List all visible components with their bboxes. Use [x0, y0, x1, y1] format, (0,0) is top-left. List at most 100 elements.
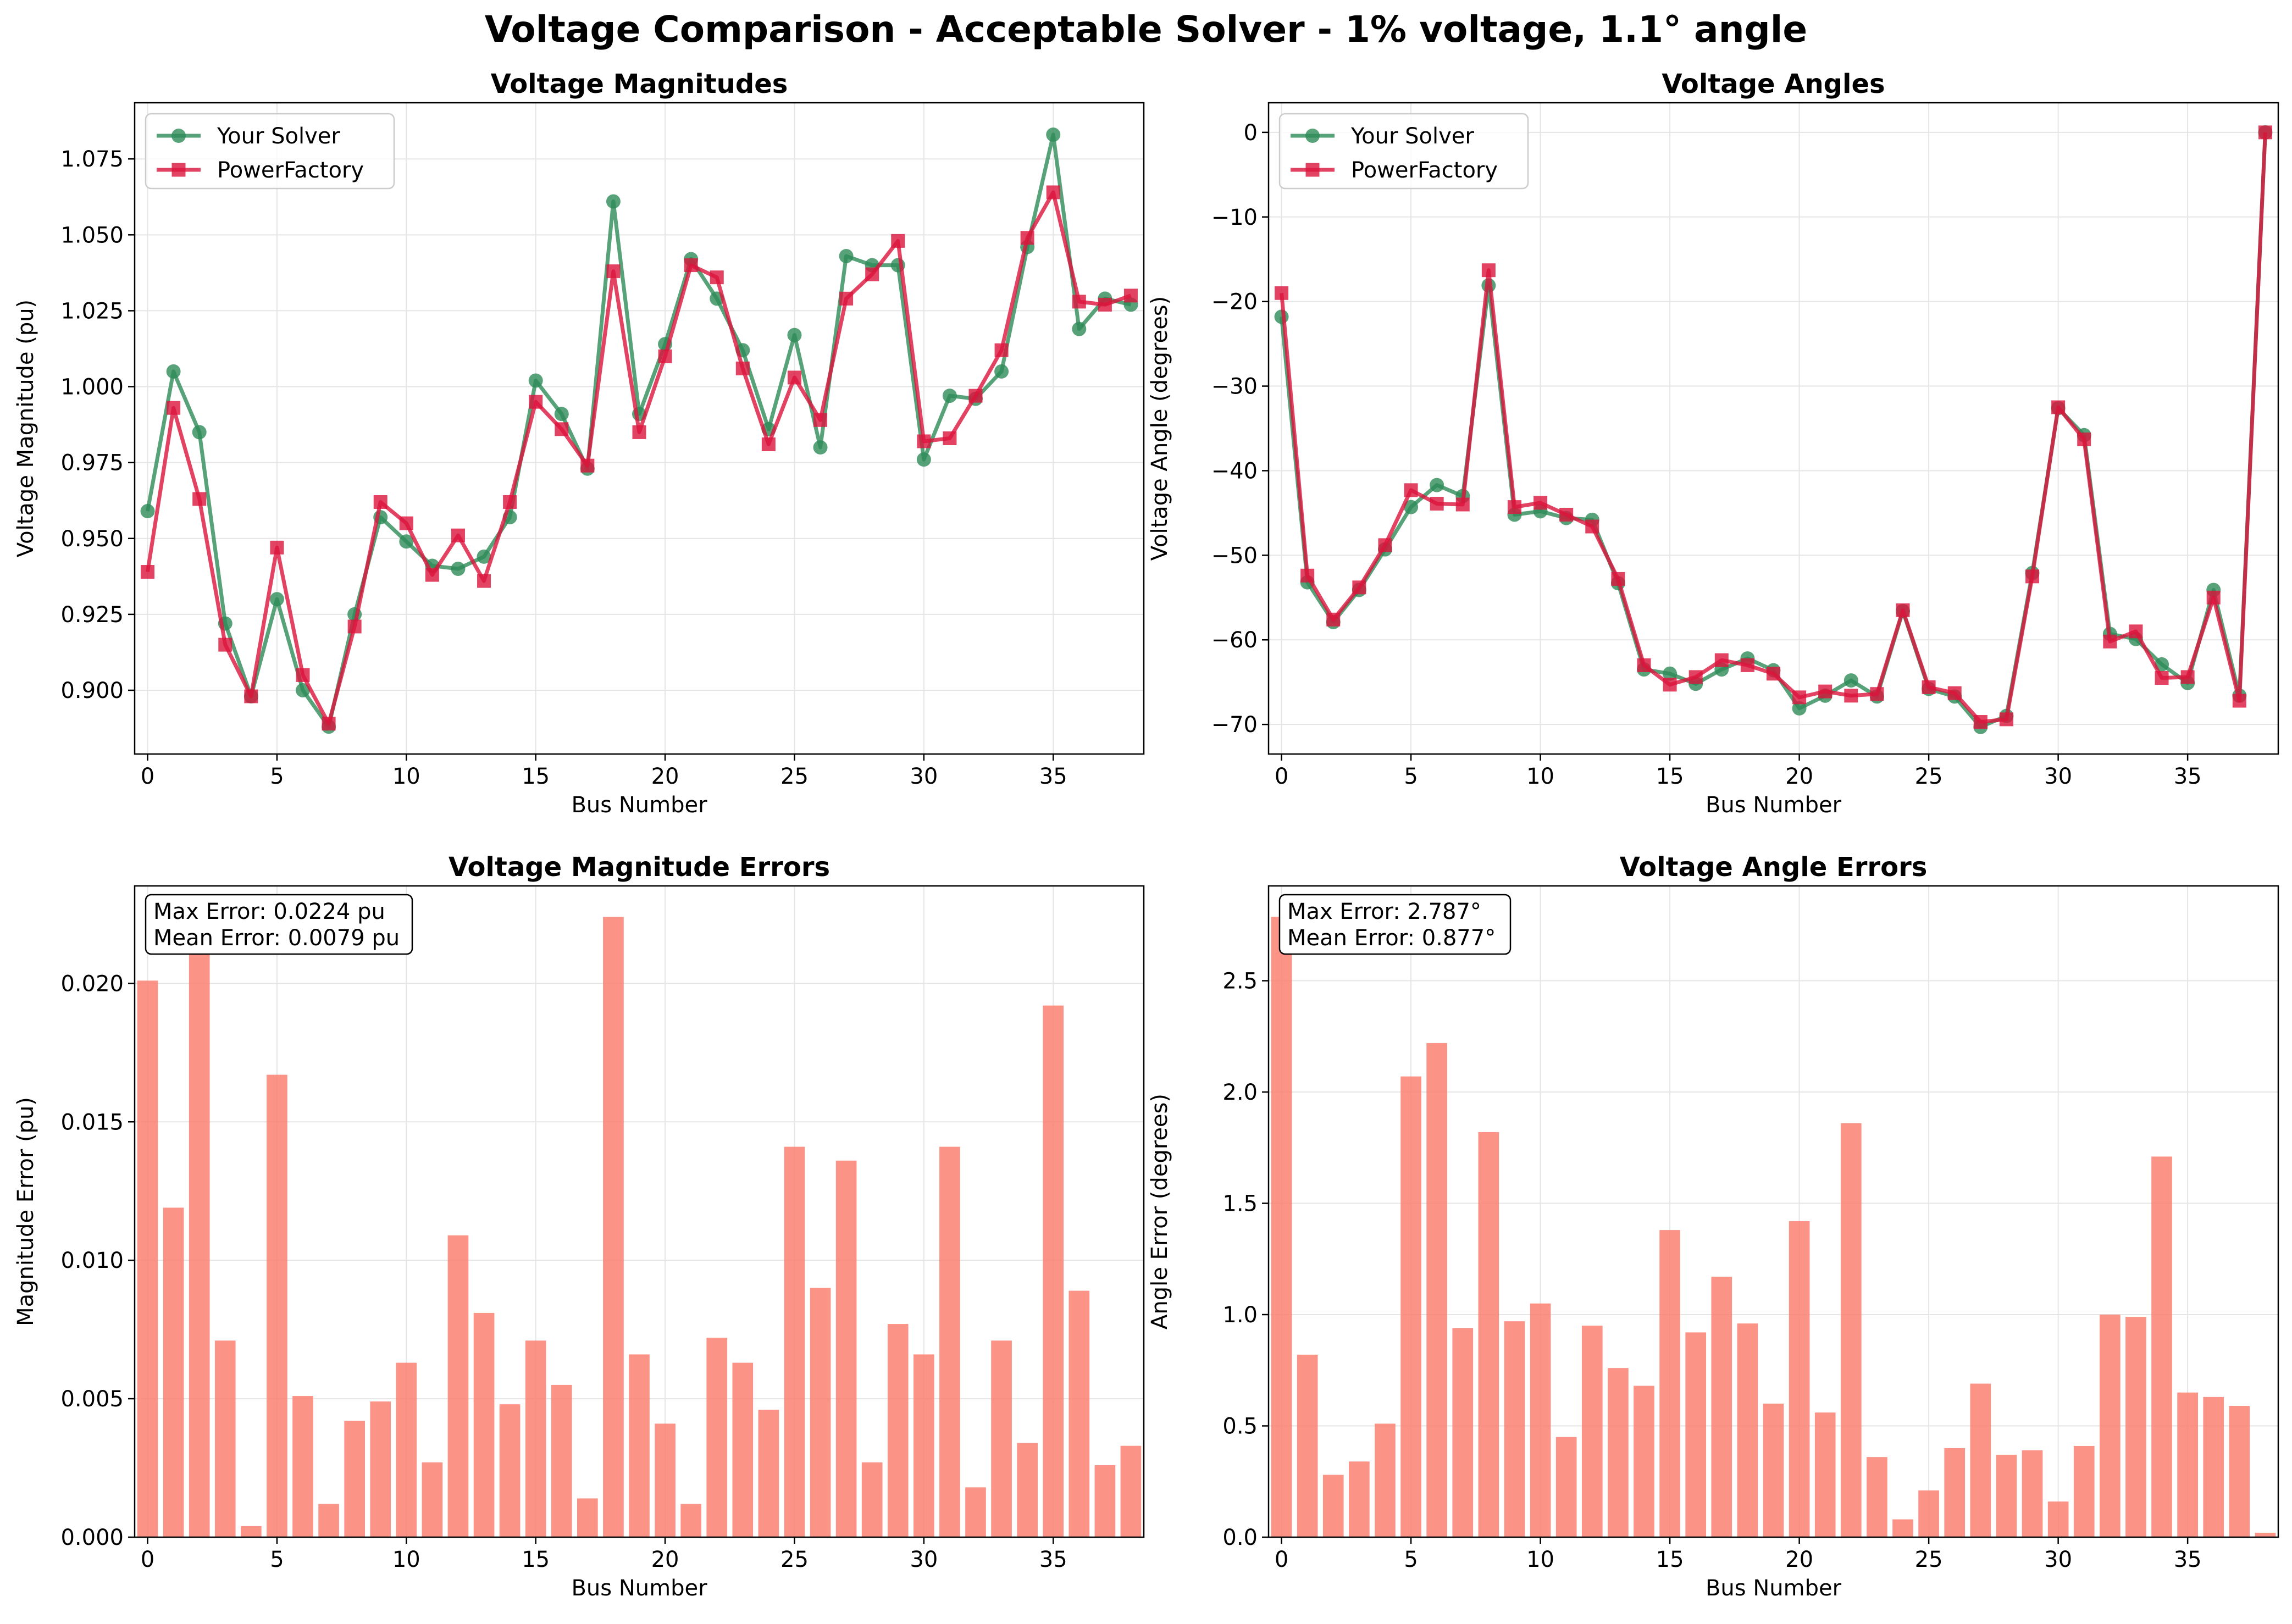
- data-point: [787, 370, 801, 385]
- x-tick-label: 30: [2044, 764, 2072, 789]
- axes-frame: [1267, 885, 2279, 1538]
- data-point: [166, 364, 181, 379]
- error-bar: [2047, 1501, 2069, 1537]
- y-tick-label: 0.975: [60, 451, 124, 476]
- data-point: [399, 516, 413, 530]
- y-axis-label: Magnitude Error (pu): [13, 1097, 38, 1326]
- error-bar: [810, 1288, 831, 1537]
- panels: 0 5 10 15 20 25 30 350.9000.9250.9500.9751.0001…: [13, 69, 2279, 1601]
- x-tick-label: 30: [2044, 1547, 2072, 1572]
- data-point: [994, 343, 1009, 357]
- data-point: [140, 504, 155, 519]
- y-tick-label: 1.5: [1222, 1191, 1258, 1217]
- error-bar: [525, 1340, 546, 1537]
- data-point: [1688, 670, 1703, 684]
- data-point: [451, 562, 466, 577]
- stats-box-frame: [145, 894, 413, 955]
- error-bar: [1094, 1465, 1116, 1537]
- data-point: [1663, 678, 1677, 692]
- data-point: [1637, 658, 1651, 672]
- y-tick-label: −70: [1211, 712, 1258, 738]
- legend: Your Solver PowerFactory: [1278, 113, 1529, 190]
- data-point: [347, 619, 362, 634]
- x-axis-label: Bus Number: [1706, 792, 1842, 818]
- error-bar: [344, 1421, 365, 1537]
- panel-angle_errors: 0 5 10 15 20 25 30 35 0.0 0.5 1.0 1.5 2.0 2.5 Voltage …: [1147, 852, 2279, 1601]
- y-tick-label: 0: [1244, 120, 1258, 146]
- data-point: [942, 389, 957, 403]
- legend-box: [145, 113, 395, 190]
- data-point: [555, 422, 569, 436]
- x-tick-label: 35: [1039, 1547, 1067, 1572]
- data-point: [632, 425, 646, 439]
- x-tick-label: 30: [910, 764, 938, 789]
- x-tick-label: 20: [1785, 1547, 1813, 1572]
- data-point: [1455, 497, 1470, 512]
- plot-area: [1269, 103, 2278, 754]
- error-bar: [137, 980, 158, 1537]
- data-point: [218, 638, 232, 652]
- data-point: [813, 440, 828, 455]
- error-bar: [784, 1146, 805, 1537]
- data-point: [1481, 263, 1496, 278]
- data-point: [1767, 667, 1780, 681]
- panel-title: Voltage Magnitudes: [491, 69, 788, 99]
- error-bar: [1763, 1404, 1784, 1537]
- data-point: [1326, 612, 1341, 627]
- panel-angles: 0 5 10 15 20 25 30 35 −70 −60 −50 −40 −30 −20 −10 0 Volt…: [1147, 69, 2279, 818]
- x-tick-label: 10: [1526, 1547, 1554, 1572]
- data-point: [1947, 686, 1962, 700]
- y-tick-label: 0.005: [60, 1387, 124, 1412]
- data-point: [2025, 569, 2040, 584]
- data-point: [1999, 712, 2013, 727]
- panel-title: Voltage Magnitude Errors: [449, 852, 830, 883]
- error-bar: [1711, 1277, 1732, 1537]
- x-tick-label: 15: [1656, 764, 1684, 789]
- error-bar: [2022, 1450, 2043, 1537]
- error-bar: [1581, 1326, 1603, 1537]
- error-bar: [1322, 1475, 1344, 1537]
- error-bar: [2203, 1396, 2224, 1537]
- legend-box: [1278, 113, 1529, 190]
- data-point: [839, 291, 854, 306]
- error-bar: [1996, 1455, 2017, 1537]
- data-point: [1844, 689, 1858, 703]
- data-point: [1714, 653, 1729, 667]
- legend-item: PowerFactory: [1291, 158, 1498, 183]
- error-bar: [241, 1526, 262, 1537]
- panel-magnitudes: 0 5 10 15 20 25 30 35 0.900 0.925 0.950 0.975 1.000 1…: [13, 69, 1145, 818]
- y-axis-label: Voltage Magnitude (pu): [13, 300, 38, 557]
- error-bar: [499, 1404, 521, 1537]
- error-bar: [2125, 1317, 2146, 1537]
- x-tick-label: 25: [1915, 1547, 1943, 1572]
- error-bar: [447, 1235, 469, 1537]
- x-tick-label: 5: [270, 1547, 284, 1572]
- error-bar: [1069, 1290, 1090, 1537]
- data-point: [425, 568, 439, 582]
- data-point: [1663, 666, 1678, 681]
- error-bar: [861, 1462, 883, 1537]
- legend-label: Your Solver: [1350, 124, 1474, 149]
- data-point: [1585, 519, 1599, 534]
- data-point: [192, 425, 207, 440]
- legend-label: Your Solver: [217, 124, 340, 149]
- legend-label: PowerFactory: [1351, 158, 1498, 183]
- error-bar: [551, 1384, 572, 1537]
- data-point: [1072, 322, 1087, 336]
- y-tick-label: 1.0: [1222, 1302, 1258, 1328]
- error-bar: [370, 1401, 391, 1537]
- error-bar: [887, 1324, 909, 1537]
- data-point: [787, 328, 802, 342]
- error-bar: [1737, 1323, 1758, 1537]
- error-bar: [292, 1396, 313, 1537]
- data-point: [1404, 483, 1418, 497]
- data-point: [1430, 478, 1444, 492]
- x-tick-label: 0: [1275, 764, 1288, 789]
- error-bar: [1426, 1043, 1448, 1537]
- data-point: [839, 248, 854, 263]
- error-bar: [396, 1362, 417, 1537]
- error-bar: [758, 1410, 779, 1537]
- data-point: [1275, 286, 1289, 300]
- legend-marker: [171, 129, 186, 143]
